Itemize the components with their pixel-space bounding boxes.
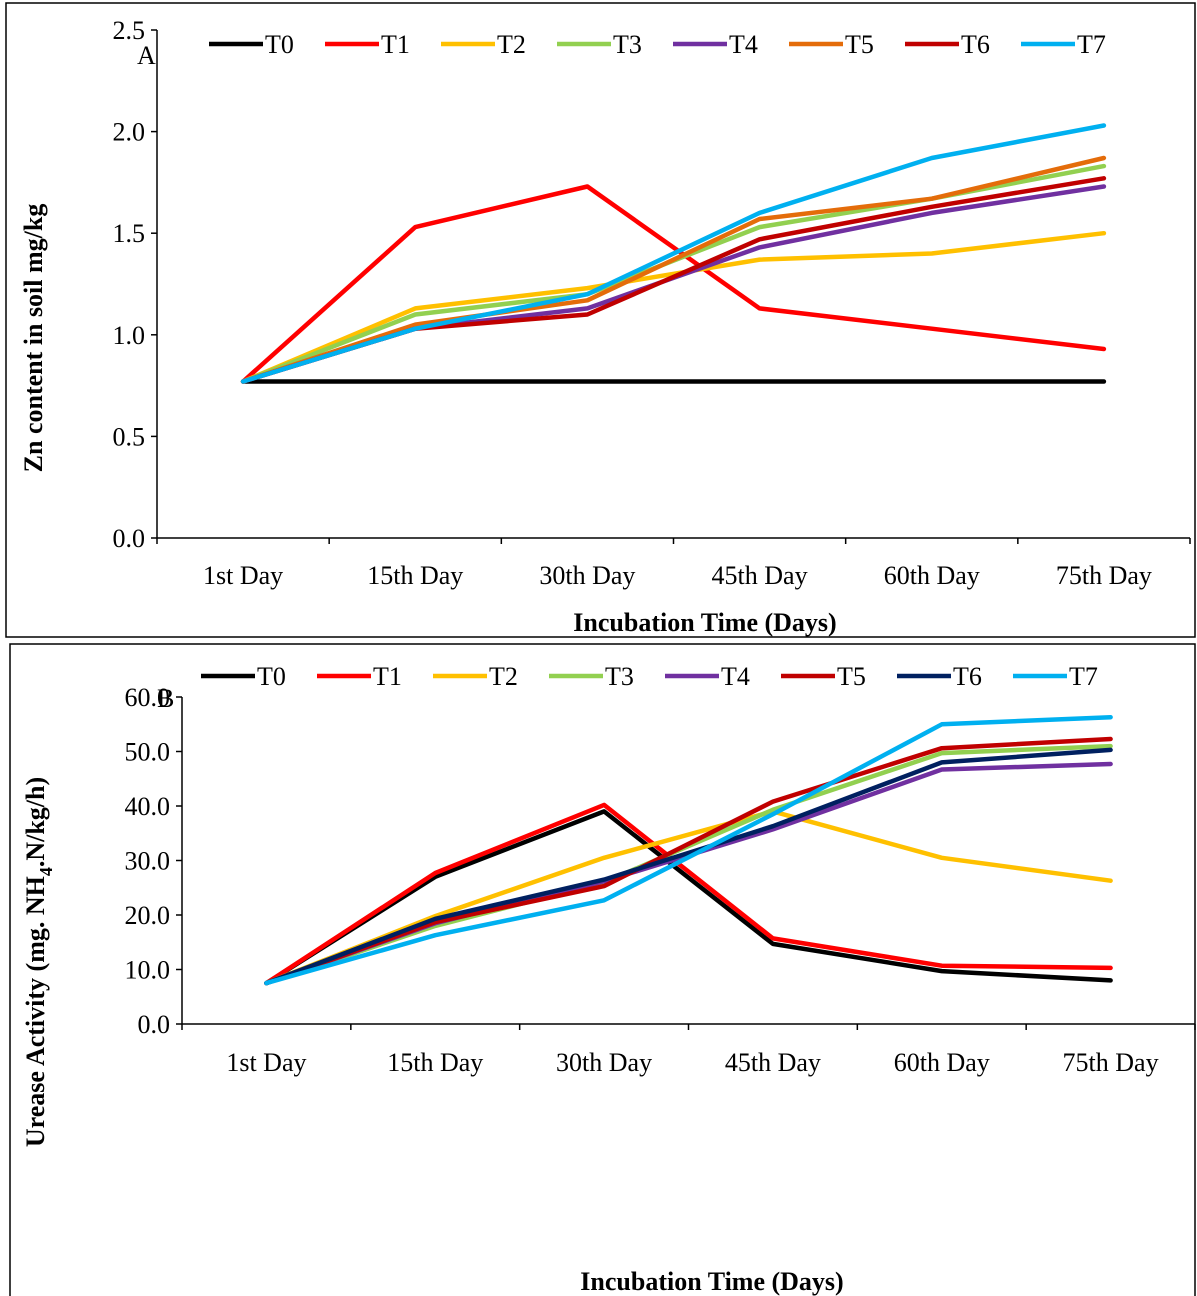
x-tick-label: 75th Day: [1063, 1048, 1159, 1077]
y-tick-label: 20.0: [125, 901, 171, 930]
x-axis-title: Incubation Time (Days): [573, 608, 836, 637]
x-tick-label: 1st Day: [203, 561, 283, 590]
legend-label-t7: T7: [1069, 662, 1098, 691]
y-tick-label: 50.0: [125, 738, 171, 767]
legend-label-t6: T6: [961, 30, 990, 59]
zn-content-chart: A 0.0 0.5 1.0 1.5 2.0 2.5 1st Day 15th Day 30th…: [5, 2, 1196, 638]
legend-label-t3: T3: [613, 30, 642, 59]
legend-label-t1: T1: [381, 30, 410, 59]
legend-label-t0: T0: [265, 30, 294, 59]
x-tick-label: 30th Day: [556, 1048, 652, 1077]
y-axis-title-suffix: .N/kg/h): [21, 777, 50, 867]
chart-panel-a: A 0.0 0.5 1.0 1.5 2.0 2.5 1st Day 15th Day 30th…: [0, 0, 1197, 642]
y-axis-title-prefix: Urease Activity (mg. NH: [21, 876, 50, 1147]
legend-label-t6: T6: [953, 662, 982, 691]
y-tick-label: 60.0: [125, 683, 171, 712]
y-axis-title-subscript: 4: [36, 867, 56, 876]
x-tick-label: 15th Day: [387, 1048, 483, 1077]
series-line-t1: [264, 802, 1113, 986]
panel-label: B: [157, 684, 174, 713]
x-tick-label: 45th Day: [725, 1048, 821, 1077]
legend-label-t5: T5: [845, 30, 874, 59]
x-tick-label: 60th Day: [894, 1048, 990, 1077]
series-line-t5: [264, 736, 1113, 986]
x-tick-label: 75th Day: [1056, 561, 1152, 590]
y-axis-title: Zn content in soil mg/kg: [19, 204, 48, 473]
series-line-t7: [240, 123, 1107, 384]
legend-label-t1: T1: [373, 662, 402, 691]
y-tick-label: 40.0: [125, 792, 171, 821]
legend-label-t2: T2: [497, 30, 526, 59]
series-line-t2: [240, 230, 1107, 384]
x-tick-label: 1st Day: [226, 1048, 306, 1077]
y-tick-label: 30.0: [125, 847, 171, 876]
y-tick-label: 2.5: [113, 16, 146, 45]
urease-activity-chart: B 0.0 10.0 20.0 30.0 40.0 50.0 60.0 1st Day 15t…: [9, 643, 1196, 1296]
series-line-t1: [240, 184, 1107, 384]
y-tick-label: 1.0: [113, 321, 146, 350]
y-tick-label: 1.5: [113, 219, 146, 248]
legend-label-t4: T4: [721, 662, 750, 691]
legend-label-t3: T3: [605, 662, 634, 691]
y-tick-label: 10.0: [125, 956, 171, 985]
chart-border: [9, 643, 1196, 1296]
legend-label-t5: T5: [837, 662, 866, 691]
x-axis-title: Incubation Time (Days): [580, 1267, 843, 1296]
y-tick-label: 0.5: [113, 422, 146, 451]
y-tick-label: 0.0: [138, 1010, 171, 1039]
series-line-t2: [264, 809, 1113, 986]
y-axis-title: Urease Activity (mg. NH4.N/kg/h): [21, 777, 56, 1147]
legend-label-t0: T0: [257, 662, 286, 691]
series-line-t6: [264, 747, 1113, 986]
panel-label: A: [137, 41, 156, 70]
y-tick-label: 0.0: [113, 524, 146, 553]
chart-panel-b: B 0.0 10.0 20.0 30.0 40.0 50.0 60.0 1st Day 15t…: [0, 642, 1197, 1296]
legend-label-t4: T4: [729, 30, 758, 59]
legend-label-t7: T7: [1077, 30, 1106, 59]
series-line-t5: [240, 155, 1107, 384]
x-tick-label: 30th Day: [539, 561, 635, 590]
legend-label-t2: T2: [489, 662, 518, 691]
y-tick-label: 2.0: [113, 118, 146, 147]
x-tick-label: 60th Day: [884, 561, 980, 590]
series-line-t7: [264, 714, 1113, 986]
x-tick-label: 15th Day: [367, 561, 463, 590]
series-line-t0: [264, 809, 1113, 986]
series-line-t4: [240, 184, 1107, 384]
x-tick-label: 45th Day: [712, 561, 808, 590]
chart-border: [5, 2, 1196, 638]
